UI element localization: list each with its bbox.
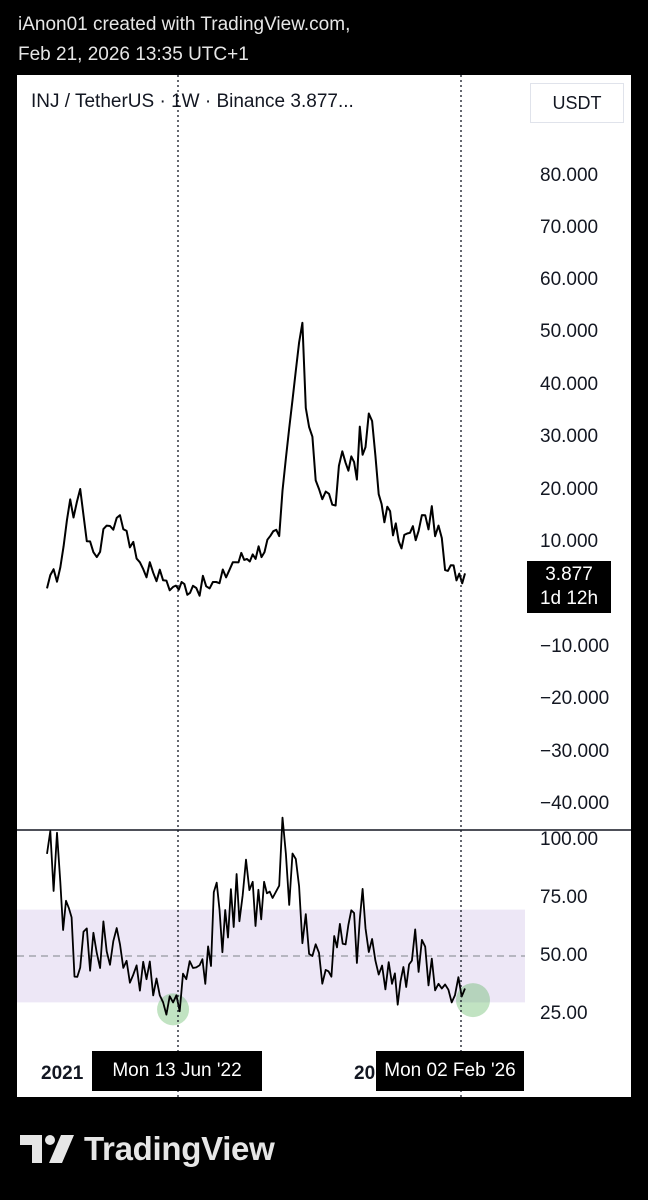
tradingview-logo-icon (20, 1135, 74, 1163)
price-tick-label: −20.000 (540, 688, 610, 709)
chart-panel[interactable]: INJ / TetherUS · 1W · Binance 3.877... U… (17, 75, 631, 1097)
tradingview-logo[interactable]: TradingView (20, 1130, 275, 1168)
price-tick-label: 60.000 (540, 269, 599, 290)
price-tick-label: 40.000 (540, 374, 599, 395)
x-axis-label: 2021 (41, 1063, 84, 1084)
price-tick-label: 30.000 (540, 426, 599, 447)
symbol-title[interactable]: INJ / TetherUS · 1W · Binance 3.877... (31, 91, 354, 112)
price-tick-label: 20.000 (540, 479, 599, 500)
price-tick-label: 70.000 (540, 217, 599, 238)
rsi-tick-label: 75.00 (540, 887, 588, 908)
credit-line-1: iAnon01 created with TradingView.com, (18, 14, 351, 35)
currency-button[interactable]: USDT (530, 83, 624, 123)
price-tick-label: −30.000 (540, 741, 610, 762)
last-price-label: 3.877 1d 12h (527, 561, 611, 613)
x-axis-label: 20 (354, 1063, 376, 1084)
bar-countdown: 1d 12h (539, 588, 599, 609)
last-price-value: 3.877 (545, 564, 593, 585)
price-tick-label: −40.000 (540, 793, 610, 814)
crosshair-date-label-2: Mon 02 Feb '26 (376, 1051, 524, 1091)
price-series-line (46, 321, 466, 597)
brand-name: TradingView (84, 1130, 275, 1167)
price-tick-label: −10.000 (540, 636, 610, 657)
price-tick-label: 50.000 (540, 321, 599, 342)
rsi-tick-label: 100.00 (540, 829, 599, 850)
chart-canvas[interactable] (17, 75, 631, 1097)
price-tick-label: 80.000 (540, 165, 599, 186)
crosshair-date-label-1: Mon 13 Jun '22 (92, 1051, 262, 1091)
rsi-tick-label: 50.00 (540, 945, 588, 966)
price-tick-label: 10.000 (540, 531, 599, 552)
credit-line-2: Feb 21, 2026 13:35 UTC+1 (18, 44, 249, 65)
rsi-series-line (46, 816, 466, 1016)
rsi-tick-label: 25.00 (540, 1003, 588, 1024)
